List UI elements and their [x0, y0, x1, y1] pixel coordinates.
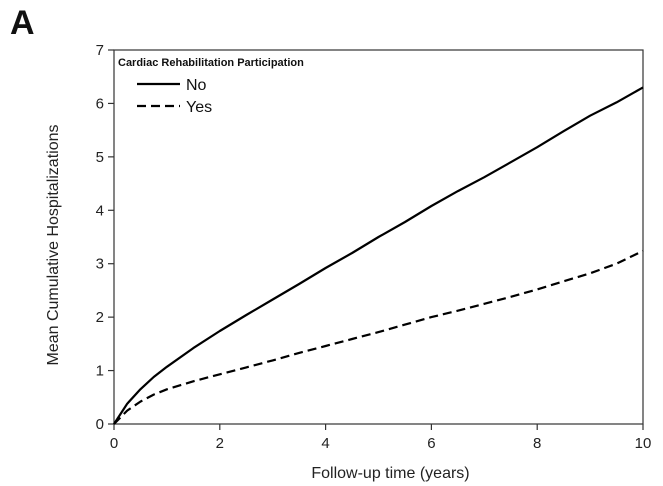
series-layer	[113, 86, 644, 425]
legend-title: Cardiac Rehabilitation Participation	[118, 57, 304, 69]
y-tick-label: 6	[96, 95, 104, 112]
series-line-yes	[113, 249, 644, 425]
legend-label-no: No	[186, 77, 207, 94]
y-tick-label: 4	[96, 202, 104, 219]
plot-frame	[113, 49, 644, 425]
x-tick-label: 4	[321, 435, 329, 452]
x-tick-label: 2	[216, 435, 224, 452]
legend-label-yes: Yes	[186, 99, 212, 116]
y-axis-title: Mean Cumulative Hospitalizations	[45, 125, 62, 366]
x-tick-label: 8	[533, 435, 541, 452]
series-line-no	[113, 86, 644, 425]
x-axis-title: Follow-up time (years)	[311, 465, 469, 482]
x-tick-label: 6	[427, 435, 435, 452]
x-tick-label: 0	[110, 435, 118, 452]
x-tick-label: 10	[635, 435, 652, 452]
y-tick-label: 2	[96, 309, 104, 326]
y-tick-label: 0	[96, 416, 104, 433]
axes: 0 2 4 6 8 10 0 1 2 3 4 5 6 7 Follow-up time (years) Mea…	[45, 42, 651, 482]
legend: Cardiac Rehabilitation Participation No Ye…	[118, 57, 304, 116]
y-tick-label: 1	[96, 363, 104, 380]
y-tick-label: 5	[96, 149, 104, 166]
y-tick-label: 7	[96, 42, 104, 59]
y-tick-label: 3	[96, 256, 104, 273]
panel-label: A	[10, 4, 35, 42]
